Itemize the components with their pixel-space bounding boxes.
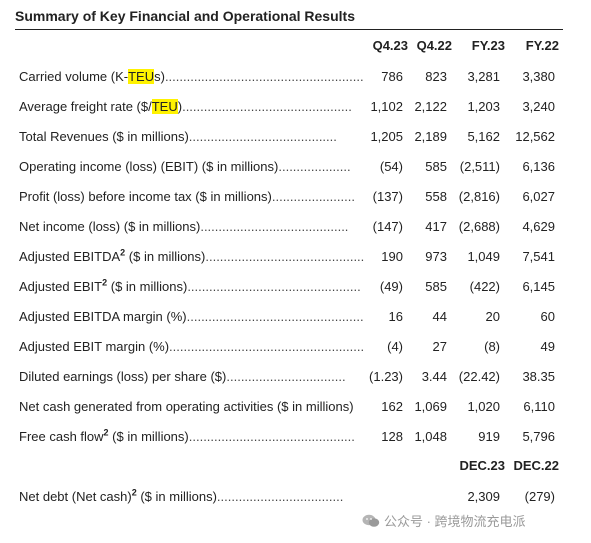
cell-value: 5,162 <box>467 129 500 144</box>
cell-value: 20 <box>485 309 500 324</box>
cell-value: 2,189 <box>414 129 447 144</box>
cell-value: 973 <box>425 249 447 264</box>
cell-value: 585 <box>425 159 447 174</box>
cell-value: 1,102 <box>370 99 403 114</box>
row-label: Adjusted EBITDA margin (%)..............… <box>19 309 364 324</box>
cell-value: 4,629 <box>522 219 555 234</box>
cell-value: 49 <box>540 339 555 354</box>
cell-value: 417 <box>425 219 447 234</box>
cell-value: 6,145 <box>522 279 555 294</box>
table-row: Net income (loss) ($ in millions).......… <box>19 217 559 237</box>
column-header-q4-23: Q4.23 <box>372 38 408 53</box>
table-row: Adjusted EBITDA2 ($ in millions)........… <box>19 247 559 267</box>
cell-value: 128 <box>381 429 403 444</box>
watermark: 公众号 · 跨境物流充电派 <box>362 511 526 530</box>
cell-value: (1.23) <box>369 369 403 384</box>
cell-value: 16 <box>388 309 403 324</box>
cell-value: 1,203 <box>467 99 500 114</box>
row-label: Net cash generated from operating activi… <box>19 399 354 414</box>
cell-value: (49) <box>379 279 403 294</box>
cell-value: (137) <box>372 189 403 204</box>
cell-value: (2,511) <box>459 159 500 174</box>
cell-value: 38.35 <box>522 369 555 384</box>
table-row: Diluted earnings (loss) per share ($)...… <box>19 367 559 387</box>
table-row: Carried volume (K-TEUs).................… <box>19 67 559 87</box>
row-label: Adjusted EBIT margin (%)................… <box>19 339 364 354</box>
table-row: Net cash generated from operating activi… <box>19 397 559 417</box>
table-row: Total Revenues ($ in millions)..........… <box>19 127 559 147</box>
cell-value: 3,281 <box>467 69 500 84</box>
cell-value: 5,796 <box>522 429 555 444</box>
row-label: Profit (loss) before income tax ($ in mi… <box>19 189 355 204</box>
cell-value: (4) <box>387 339 403 354</box>
row-label: Net debt (Net cash)2 ($ in millions)....… <box>19 487 344 504</box>
cell-value: (2,688) <box>458 219 500 234</box>
column-header-q4-22: Q4.22 <box>416 38 452 53</box>
table-row-net-debt: Net debt (Net cash)2 ($ in millions)....… <box>19 487 559 507</box>
row-label: Carried volume (K-TEUs).................… <box>19 69 364 84</box>
cell-value: 786 <box>381 69 403 84</box>
table-row: Profit (loss) before income tax ($ in mi… <box>19 187 559 207</box>
cell-value: 1,048 <box>414 429 447 444</box>
cell-value: 3.44 <box>421 369 447 384</box>
row-label: Diluted earnings (loss) per share ($)...… <box>19 369 346 384</box>
cell-value: (147) <box>372 219 403 234</box>
cell-value: 585 <box>425 279 447 294</box>
cell-value: (2,816) <box>458 189 500 204</box>
cell-value: 12,562 <box>515 129 555 144</box>
column-header-dec-23: DEC.23 <box>459 458 505 473</box>
cell-value: 27 <box>432 339 447 354</box>
cell-value: 558 <box>425 189 447 204</box>
cell-value: (54) <box>379 159 403 174</box>
cell-value: 190 <box>381 249 403 264</box>
row-label: Adjusted EBITDA2 ($ in millions)........… <box>19 247 364 264</box>
cell-value: 1,020 <box>467 399 500 414</box>
cell-value: 2,122 <box>414 99 447 114</box>
cell-value: 6,027 <box>522 189 555 204</box>
cell-value: 3,380 <box>522 69 555 84</box>
cell-value: (279) <box>524 489 555 504</box>
cell-value: 6,110 <box>523 399 555 414</box>
column-header-fy-23: FY.23 <box>471 38 505 53</box>
row-label: Operating income (loss) (EBIT) ($ in mil… <box>19 159 351 174</box>
cell-value: 2,309 <box>467 489 500 504</box>
cell-value: 823 <box>425 69 447 84</box>
row-label: Adjusted EBIT2 ($ in millions)..........… <box>19 277 361 294</box>
table-row: Average freight rate ($/TEU)............… <box>19 97 559 117</box>
table-row: Adjusted EBITDA margin (%)..............… <box>19 307 559 327</box>
table-row: Free cash flow2 ($ in millions).........… <box>19 427 559 447</box>
cell-value: 162 <box>381 399 403 414</box>
cell-value: 1,049 <box>467 249 500 264</box>
cell-value: 6,136 <box>522 159 555 174</box>
header-divider <box>15 29 563 30</box>
column-header-fy-22: FY.22 <box>525 38 559 53</box>
page-title: Summary of Key Financial and Operational… <box>15 8 355 24</box>
cell-value: 1,205 <box>370 129 403 144</box>
row-label: Average freight rate ($/TEU)............… <box>19 99 352 114</box>
cell-value: (8) <box>484 339 500 354</box>
cell-value: 60 <box>540 309 555 324</box>
wechat-icon <box>362 514 380 527</box>
cell-value: (422) <box>469 279 500 294</box>
watermark-text: 公众号 · 跨境物流充电派 <box>384 514 526 529</box>
row-label: Free cash flow2 ($ in millions).........… <box>19 427 355 444</box>
cell-value: (22.42) <box>458 369 500 384</box>
table-row: Operating income (loss) (EBIT) ($ in mil… <box>19 157 559 177</box>
table-row: Adjusted EBIT margin (%)................… <box>19 337 559 357</box>
row-label: Net income (loss) ($ in millions).......… <box>19 219 349 234</box>
cell-value: 7,541 <box>522 249 555 264</box>
cell-value: 919 <box>478 429 500 444</box>
table-row: Adjusted EBIT2 ($ in millions)..........… <box>19 277 559 297</box>
cell-value: 1,069 <box>414 399 447 414</box>
column-header-dec-22: DEC.22 <box>513 458 559 473</box>
cell-value: 44 <box>432 309 447 324</box>
cell-value: 3,240 <box>522 99 555 114</box>
row-label: Total Revenues ($ in millions)..........… <box>19 129 337 144</box>
